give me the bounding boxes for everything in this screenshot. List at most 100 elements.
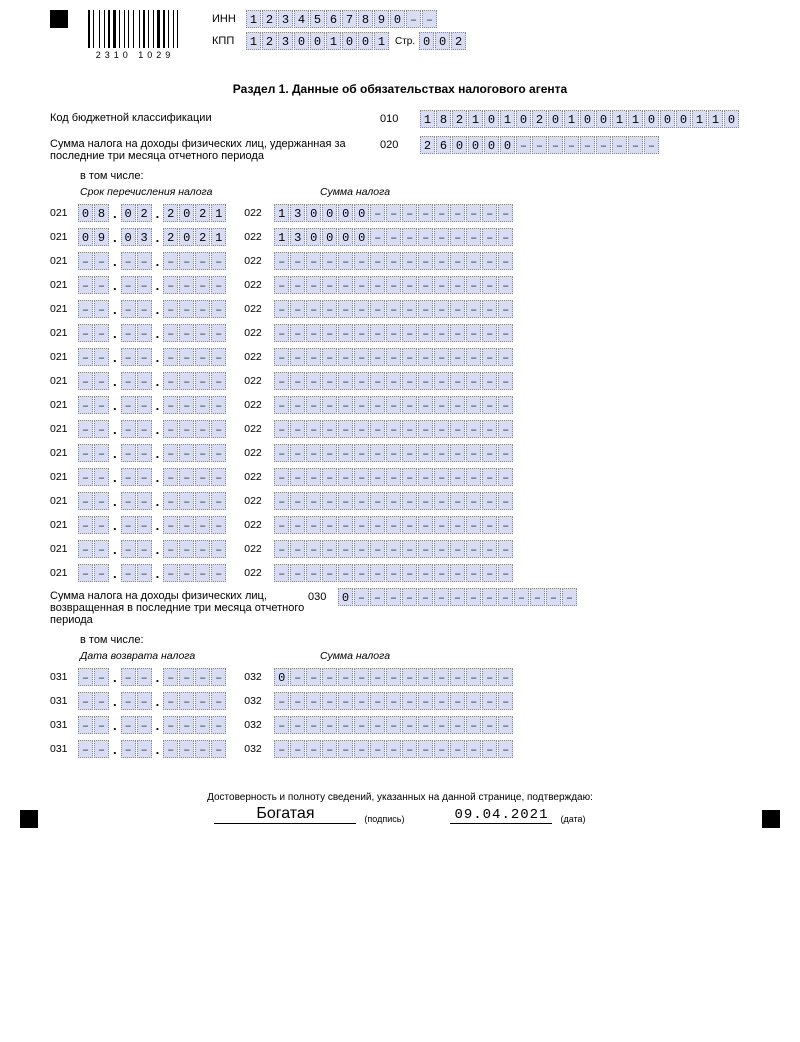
cell [78, 348, 93, 366]
cell [370, 276, 385, 294]
cell [370, 252, 385, 270]
cell [370, 300, 385, 318]
cell [562, 588, 577, 606]
cell [195, 324, 210, 342]
cell [498, 396, 513, 414]
row-code-left: 021 [50, 447, 78, 459]
cell: 2 [262, 32, 277, 50]
cell [274, 716, 289, 734]
cell [498, 740, 513, 758]
cell [179, 668, 194, 686]
cell: 0 [516, 110, 531, 128]
cell: 0 [580, 110, 595, 128]
cell [322, 692, 337, 710]
table-row: 021..022 [50, 492, 750, 510]
row-code-left: 021 [50, 327, 78, 339]
cell [482, 276, 497, 294]
cell [354, 540, 369, 558]
table-row: 031..0320 [50, 668, 750, 686]
cell [179, 324, 194, 342]
cell: 0 [179, 204, 194, 222]
cell [163, 740, 178, 758]
cell [121, 668, 136, 686]
cell [338, 468, 353, 486]
cell [322, 276, 337, 294]
cell: 6 [436, 136, 451, 154]
row-code-right: 022 [244, 231, 274, 243]
cell [137, 540, 152, 558]
cell: 1 [211, 204, 226, 222]
section-title: Раздел 1. Данные об обязательствах налог… [50, 82, 750, 96]
cell [274, 692, 289, 710]
cell [306, 300, 321, 318]
cell [418, 468, 433, 486]
cell [596, 136, 611, 154]
cell [274, 348, 289, 366]
cell [498, 564, 513, 582]
cell [137, 692, 152, 710]
cell [418, 740, 433, 758]
table-row: 021..022 [50, 444, 750, 462]
cell [498, 716, 513, 734]
cell: 0 [468, 136, 483, 154]
cell [338, 716, 353, 734]
cell [306, 276, 321, 294]
cell [498, 252, 513, 270]
table-row: 021..022 [50, 324, 750, 342]
row-code-right: 022 [244, 399, 274, 411]
cell [386, 228, 401, 246]
cell [274, 564, 289, 582]
signature-date: 09.04.2021 [450, 807, 552, 824]
cell [78, 516, 93, 534]
cell [418, 228, 433, 246]
cell: 3 [290, 204, 305, 222]
cell [386, 324, 401, 342]
row-code-right: 022 [244, 519, 274, 531]
cell: 1 [420, 110, 435, 128]
cell [94, 396, 109, 414]
cell [195, 252, 210, 270]
cell [434, 324, 449, 342]
cell [612, 136, 627, 154]
cell [322, 468, 337, 486]
cell [78, 468, 93, 486]
cell: 2 [195, 204, 210, 222]
line030-label: Сумма налога на доходы физических лиц, в… [50, 588, 308, 626]
cell: 1 [612, 110, 627, 128]
cell [370, 372, 385, 390]
line020-cells: 260000 [420, 136, 659, 154]
cell [386, 564, 401, 582]
cell: 2 [451, 32, 466, 50]
row-code-right: 032 [244, 695, 274, 707]
cell [482, 668, 497, 686]
cell: 2 [262, 10, 277, 28]
cell [386, 300, 401, 318]
row-code-right: 032 [244, 671, 274, 683]
cell [274, 420, 289, 438]
col-date2-header: Дата возврата налога [80, 650, 320, 662]
table-row: 021..022 [50, 564, 750, 582]
cell [386, 420, 401, 438]
cell [338, 252, 353, 270]
cell [322, 420, 337, 438]
cell [163, 324, 178, 342]
table-row: 031..032 [50, 692, 750, 710]
cell [386, 468, 401, 486]
cell [290, 348, 305, 366]
cell [482, 324, 497, 342]
cell [322, 324, 337, 342]
cell [94, 692, 109, 710]
row-code-right: 022 [244, 423, 274, 435]
cell [418, 420, 433, 438]
cell [482, 228, 497, 246]
cell [306, 740, 321, 758]
cell [386, 276, 401, 294]
cell [498, 516, 513, 534]
cell [418, 372, 433, 390]
table-row: 021..022 [50, 372, 750, 390]
cell [354, 516, 369, 534]
cell [434, 396, 449, 414]
cell [78, 252, 93, 270]
cell [482, 588, 497, 606]
barcode: 2310 1029 [88, 10, 182, 60]
